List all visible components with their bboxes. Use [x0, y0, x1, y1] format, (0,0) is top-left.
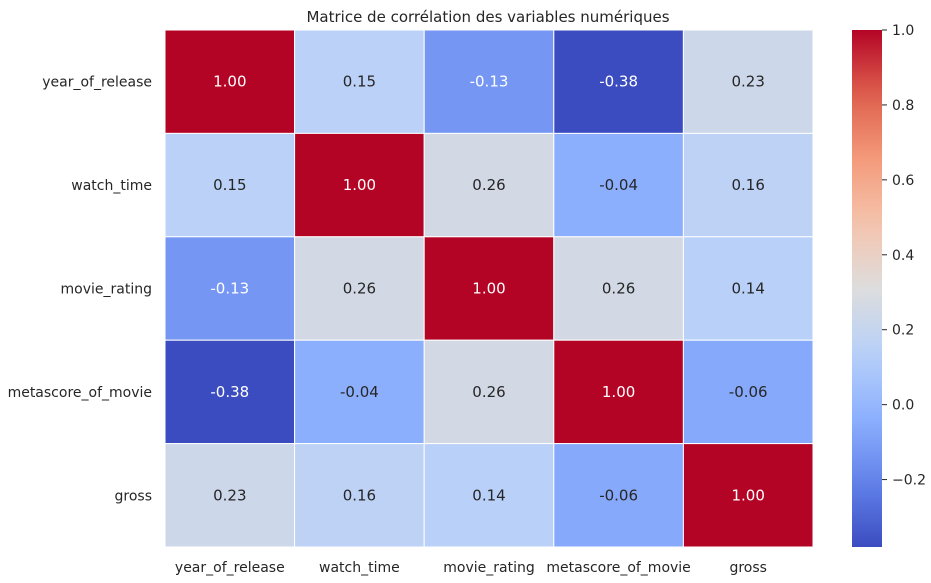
cell-value-label: 0.15 [213, 176, 246, 194]
heatmap-cell [423, 236, 555, 341]
y-tick-label: gross [115, 488, 153, 504]
cell-value-label: -0.38 [599, 73, 638, 91]
cell-value-label: -0.04 [599, 176, 638, 194]
heatmap-cell [164, 132, 296, 238]
y-tick-label: movie_rating [61, 282, 152, 298]
cell-value-label: 0.14 [472, 486, 505, 504]
cell-value-label: -0.13 [470, 73, 509, 91]
chart-title: Matrice de corrélation des variables num… [306, 8, 669, 26]
cell-value-label: 1.00 [213, 73, 246, 91]
heatmap-cell [164, 443, 296, 548]
x-axis-tick-labels: year_of_release watch_time movie_rating met… [175, 560, 767, 576]
heatmap-cell [553, 339, 684, 445]
cell-value-label: 0.23 [731, 73, 764, 91]
cell-value-label: 1.00 [602, 383, 635, 401]
cell-value-label: 0.23 [213, 486, 246, 504]
heatmap-cell [164, 339, 296, 445]
heatmap-cell [553, 29, 684, 134]
heatmap-cell-labels: 1.00 0.15 -0.13 -0.38 0.23 0.15 1.00 0.26 -0.04 0… [210, 73, 767, 505]
heatmap-cell [294, 236, 425, 341]
cell-value-label: 1.00 [343, 176, 376, 194]
heatmap-cell [294, 443, 425, 548]
colorbar-tick-label: 1.0 [892, 23, 914, 39]
heatmap-cells [164, 29, 814, 548]
cell-value-label: 0.26 [343, 280, 376, 298]
colorbar-tick-label: 0.0 [892, 398, 914, 414]
cell-value-label: -0.06 [599, 486, 638, 504]
colorbar-ticks: 1.0 0.8 0.6 0.4 0.2 0.0 −0.2 [882, 23, 926, 489]
heatmap-cell [423, 29, 555, 134]
heatmap-cell [682, 29, 814, 134]
heatmap-cell [682, 339, 814, 445]
cell-value-label: 0.26 [472, 383, 505, 401]
cell-value-label: 0.26 [602, 280, 635, 298]
cell-value-label: -0.06 [729, 383, 768, 401]
heatmap-cell [423, 339, 555, 445]
cell-value-label: 1.00 [472, 280, 505, 298]
x-tick-label: gross [729, 560, 767, 576]
cell-value-label: 0.14 [731, 280, 764, 298]
y-tick-label: year_of_release [42, 75, 152, 91]
x-tick-label: year_of_release [175, 560, 285, 576]
cell-value-label: 1.00 [731, 486, 764, 504]
heatmap-cell [682, 443, 814, 548]
heatmap-cell [682, 132, 814, 238]
cell-value-label: -0.04 [340, 383, 379, 401]
cell-value-label: 0.16 [731, 176, 764, 194]
heatmap-cell [164, 29, 296, 134]
colorbar-tick-label: 0.6 [892, 173, 914, 189]
colorbar [852, 30, 882, 547]
heatmap-cell [553, 236, 684, 341]
heatmap-cell [423, 132, 555, 238]
y-tick-label: watch_time [71, 178, 152, 194]
colorbar-tick-label: 0.2 [892, 323, 914, 339]
colorbar-tick-label: 0.8 [892, 98, 914, 114]
heatmap-cell [423, 443, 555, 548]
colorbar-tick-label: 0.4 [892, 248, 914, 264]
cell-value-label: 0.15 [343, 73, 376, 91]
x-tick-label: watch_time [319, 560, 400, 576]
y-tick-label: metascore_of_movie [8, 385, 152, 401]
colorbar-tick-label: −0.2 [892, 473, 926, 489]
x-tick-label: movie_rating [443, 560, 534, 576]
heatmap-cell [294, 339, 425, 445]
cell-value-label: -0.13 [210, 280, 249, 298]
x-tick-label: metascore_of_movie [546, 560, 690, 576]
heatmap-cell [294, 29, 425, 134]
y-axis-tick-labels: year_of_release watch_time movie_ratingmet… [8, 75, 152, 505]
cell-value-label: 0.26 [472, 176, 505, 194]
cell-value-label: 0.16 [343, 486, 376, 504]
heatmap-cell [682, 236, 814, 341]
cell-value-label: -0.38 [210, 383, 249, 401]
